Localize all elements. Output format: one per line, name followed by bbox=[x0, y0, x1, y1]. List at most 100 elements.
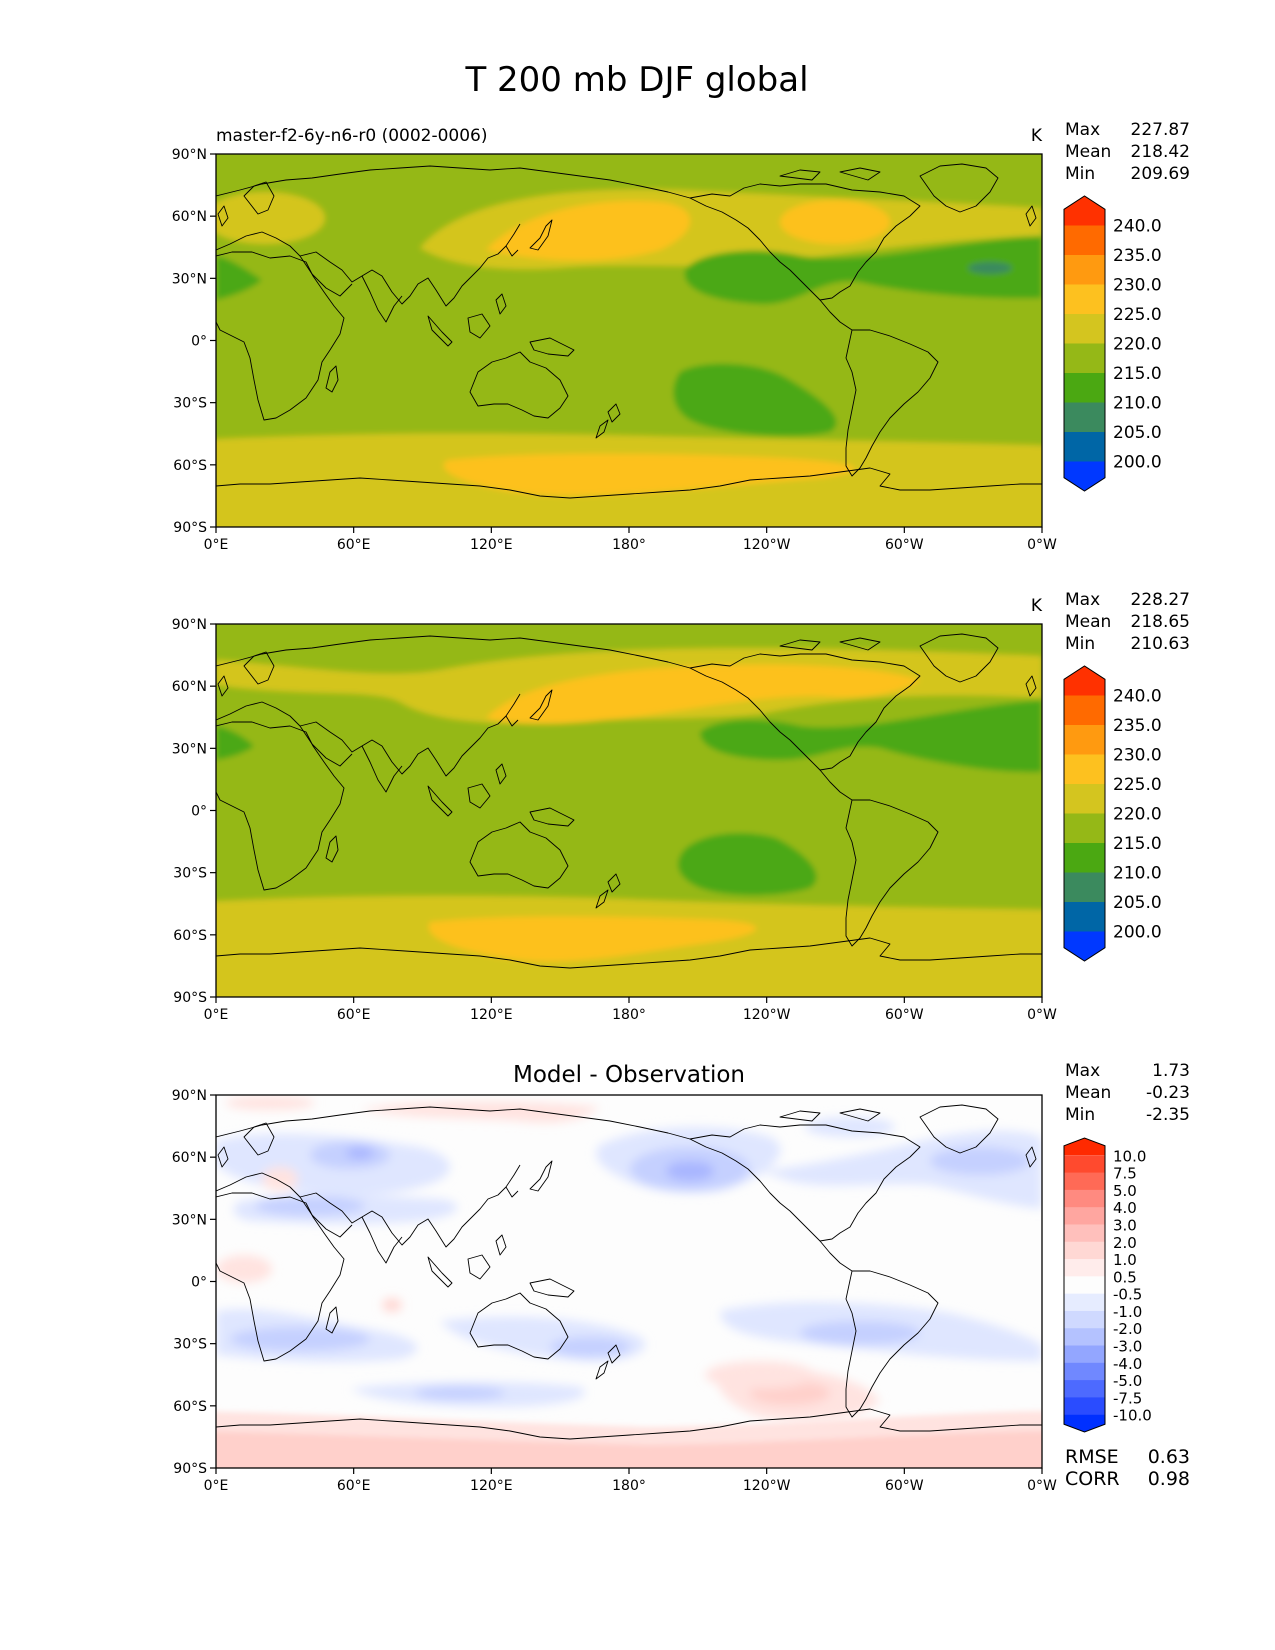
colorbar-label: -7.5 bbox=[1113, 1389, 1142, 1407]
colorbar-segment bbox=[1064, 1172, 1105, 1191]
lat-tick-label: 90°S bbox=[173, 1461, 207, 1477]
panel-1-stat-max-label: Max bbox=[1065, 120, 1100, 140]
panel-1-stat-max: 227.87 bbox=[1131, 120, 1190, 140]
colorbar-segment bbox=[1064, 432, 1105, 462]
colorbar-label: -0.5 bbox=[1113, 1286, 1142, 1304]
colorbar-label: 10.0 bbox=[1113, 1147, 1146, 1165]
lon-tick-label: 0°E bbox=[204, 537, 229, 553]
lat-tick-label: 60°S bbox=[173, 928, 207, 944]
panel-3: Model - Observation Max 1.73 Mean -0.23 … bbox=[172, 1061, 1190, 1494]
colorbar-label: 220.0 bbox=[1113, 335, 1162, 355]
lat-tick-label: 30°N bbox=[172, 271, 207, 287]
panel-2-lat-axis: 90°N 60°N 30°N 0° 30°S 60°S 90°S bbox=[172, 617, 216, 1006]
panel-1-lat-axis: 90°N 60°N 30°N 0° 30°S 60°S 90°S bbox=[172, 147, 216, 536]
colorbar-segment bbox=[1064, 1155, 1105, 1174]
colorbar-segment bbox=[1064, 872, 1105, 903]
colorbar-segment bbox=[1064, 784, 1105, 814]
colorbar-label: -5.0 bbox=[1113, 1372, 1142, 1390]
colorbar-extend-bottom bbox=[1064, 1414, 1105, 1432]
rmse-value: 0.63 bbox=[1148, 1446, 1190, 1468]
panel-3-stat-mean: -0.23 bbox=[1146, 1083, 1190, 1103]
colorbar-segment bbox=[1064, 695, 1105, 726]
lat-tick-label: 30°S bbox=[173, 1337, 207, 1353]
lon-tick-label: 0°W bbox=[1027, 1478, 1057, 1494]
lon-tick-label: 60°W bbox=[885, 1007, 924, 1023]
lat-tick-label: 0° bbox=[191, 804, 207, 820]
panel-3-lon-axis: 0°E 60°E 120°E 180° 120°W 60°W 0°W bbox=[204, 1468, 1057, 1494]
lon-tick-label: 60°E bbox=[337, 1478, 371, 1494]
colorbar-segment bbox=[1064, 1345, 1105, 1364]
colorbar-label: -4.0 bbox=[1113, 1355, 1142, 1373]
panel-1-stat-min: 209.69 bbox=[1131, 164, 1190, 184]
panel-2-stat-min: 210.63 bbox=[1131, 634, 1190, 654]
colorbar-label: -10.0 bbox=[1113, 1407, 1152, 1425]
colorbar-segment bbox=[1064, 225, 1105, 256]
panel-2-units: K bbox=[1031, 596, 1043, 616]
lat-tick-label: 0° bbox=[191, 1275, 207, 1291]
lon-tick-label: 120°E bbox=[470, 537, 513, 553]
panel-3-center-title: Model - Observation bbox=[513, 1062, 745, 1088]
panel-3-metrics: RMSE 0.63 CORR 0.98 bbox=[1065, 1446, 1190, 1490]
colorbar-label: -1.0 bbox=[1113, 1303, 1142, 1321]
colorbar-label: 1.0 bbox=[1113, 1251, 1137, 1269]
colorbar-label: 230.0 bbox=[1113, 276, 1162, 296]
panel-1: master-f2-6y-n6-r0 (0002-0006) K Max 227… bbox=[172, 120, 1190, 553]
colorbar-label: 225.0 bbox=[1113, 305, 1162, 325]
figure-title: T 200 mb DJF global bbox=[464, 60, 808, 100]
colorbar-segment bbox=[1064, 284, 1105, 315]
colorbar-label: 2.0 bbox=[1113, 1234, 1137, 1252]
panel-2-stats: Max 228.27 Mean 218.65 Min 210.63 bbox=[1065, 590, 1190, 654]
panel-3-lat-axis: 90°N 60°N 30°N 0° 30°S 60°S 90°S bbox=[172, 1088, 216, 1477]
colorbar-segment bbox=[1064, 1380, 1105, 1398]
panel-2-colorbar: 240.0 235.0 230.0 225.0 220.0 215.0 210.0 205.0… bbox=[1063, 665, 1162, 962]
panel-2-stat-max-label: Max bbox=[1065, 590, 1100, 610]
panel-1-left-title: master-f2-6y-n6-r0 (0002-0006) bbox=[216, 126, 488, 146]
colorbar-segment bbox=[1064, 1293, 1105, 1312]
colorbar-extend-bottom bbox=[1064, 461, 1105, 491]
lon-tick-label: 120°E bbox=[470, 1478, 513, 1494]
colorbar-segment bbox=[1064, 402, 1105, 433]
panel-3-stats: Max 1.73 Mean -0.23 Min -2.35 bbox=[1065, 1061, 1190, 1125]
colorbar-label: 5.0 bbox=[1113, 1182, 1137, 1200]
panel-2-map bbox=[216, 624, 1042, 997]
lat-tick-label: 60°S bbox=[173, 458, 207, 474]
colorbar-label: 200.0 bbox=[1113, 923, 1162, 943]
colorbar-segment bbox=[1064, 373, 1105, 403]
panel-2-stat-max: 228.27 bbox=[1131, 590, 1190, 610]
lat-tick-label: 0° bbox=[191, 334, 207, 350]
colorbar-label: -2.0 bbox=[1113, 1320, 1142, 1338]
colorbar-label: 0.5 bbox=[1113, 1268, 1137, 1286]
panel-3-stat-max-label: Max bbox=[1065, 1061, 1100, 1081]
lon-tick-label: 60°E bbox=[337, 537, 371, 553]
colorbar-label: 4.0 bbox=[1113, 1199, 1137, 1217]
lon-tick-label: 180° bbox=[612, 1478, 646, 1494]
lon-tick-label: 60°W bbox=[885, 1478, 924, 1494]
colorbar-segment bbox=[1064, 1397, 1105, 1416]
colorbar-segment bbox=[1064, 1362, 1105, 1381]
colorbar-segment bbox=[1064, 1189, 1105, 1208]
colorbar-segment bbox=[1064, 843, 1105, 873]
colorbar-label: 210.0 bbox=[1113, 864, 1162, 884]
colorbar-segment bbox=[1064, 314, 1105, 344]
colorbar-label: 7.5 bbox=[1113, 1165, 1137, 1183]
lat-tick-label: 90°N bbox=[172, 1088, 207, 1104]
colorbar-segment bbox=[1064, 813, 1105, 844]
colorbar-label: 215.0 bbox=[1113, 834, 1162, 854]
colorbar-segment bbox=[1064, 725, 1105, 755]
corr-label: CORR bbox=[1065, 1468, 1120, 1490]
lon-tick-label: 60°E bbox=[337, 1007, 371, 1023]
panel-2: K Max 228.27 Mean 218.65 Min 210.63 240.… bbox=[172, 590, 1190, 1023]
colorbar-label: 240.0 bbox=[1113, 687, 1162, 707]
lat-tick-label: 90°S bbox=[173, 520, 207, 536]
lon-tick-label: 120°W bbox=[743, 1478, 791, 1494]
colorbar-segment bbox=[1064, 1310, 1105, 1329]
lat-tick-label: 60°N bbox=[172, 209, 207, 225]
colorbar-segment bbox=[1064, 343, 1105, 374]
colorbar-label: 235.0 bbox=[1113, 246, 1162, 266]
colorbar-label: 230.0 bbox=[1113, 746, 1162, 766]
lon-tick-label: 0°W bbox=[1027, 537, 1057, 553]
lat-tick-label: 60°N bbox=[172, 1150, 207, 1166]
panel-1-stat-mean: 218.42 bbox=[1131, 142, 1190, 162]
colorbar-label: 205.0 bbox=[1113, 893, 1162, 913]
colorbar-extend-bottom bbox=[1064, 931, 1105, 961]
